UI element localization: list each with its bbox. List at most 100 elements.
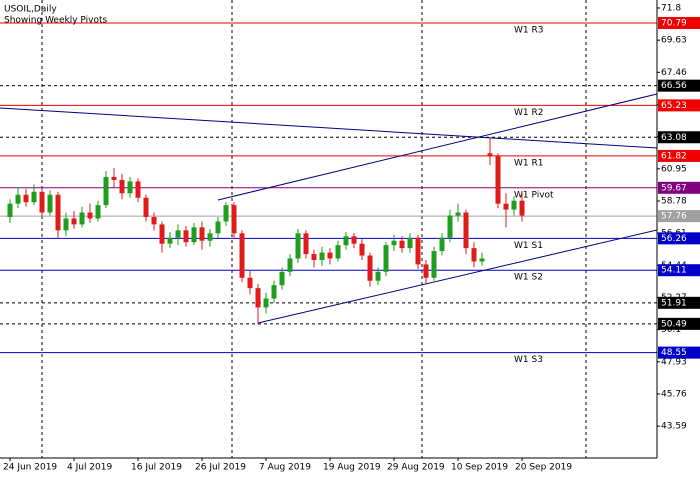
- level-box: [658, 232, 700, 245]
- candle-body: [247, 277, 253, 289]
- level-value: 63.08: [661, 133, 687, 143]
- candle-body: [495, 156, 501, 204]
- candle-body: [447, 215, 453, 238]
- candle-body: [159, 224, 165, 244]
- level-value: 65.23: [661, 101, 687, 111]
- y-tick-label: 67.46: [661, 68, 687, 78]
- candle-body: [191, 227, 197, 243]
- chart-subtitle: Showing Weekly Pivots: [4, 16, 107, 26]
- level-box: [658, 16, 700, 29]
- candle-body: [151, 216, 157, 225]
- y-tick-label: 45.76: [661, 389, 687, 399]
- trendline: [0, 107, 658, 149]
- candle-body: [351, 236, 357, 244]
- y-tick-label: 47.93: [661, 357, 687, 367]
- candle-body: [423, 264, 429, 278]
- trendline: [217, 93, 658, 201]
- candle-body: [399, 240, 405, 249]
- candle-body: [463, 212, 469, 249]
- y-tick-label: 71.8: [661, 4, 681, 14]
- candle-body: [15, 194, 21, 204]
- level-value: 48.55: [661, 348, 687, 358]
- x-tick-label: 24 Jun 2019: [3, 463, 57, 473]
- candle-body: [327, 252, 333, 259]
- x-tick-label: 4 Jul 2019: [67, 463, 112, 473]
- candle-body: [39, 191, 45, 213]
- candle-body: [511, 200, 517, 210]
- candle-body: [415, 237, 421, 265]
- level-value: 56.26: [661, 234, 687, 244]
- level-label: W1 S1: [514, 241, 543, 251]
- x-tick-label: 7 Aug 2019: [259, 463, 311, 473]
- candle-body: [7, 203, 13, 217]
- candle-body: [95, 205, 101, 219]
- level-value: 50.49: [661, 319, 687, 329]
- candle-body: [311, 254, 317, 260]
- level-value: 70.79: [661, 18, 687, 28]
- level-box: [658, 79, 700, 92]
- x-tick-label: 29 Aug 2019: [387, 463, 445, 473]
- y-tick-label: 50.1: [661, 325, 681, 335]
- level-value: 54.11: [661, 266, 687, 276]
- candle-body: [143, 197, 149, 217]
- candle-body: [63, 218, 69, 231]
- candle-body: [279, 271, 285, 286]
- x-tick-label: 20 Sep 2019: [515, 463, 572, 473]
- candle-body: [375, 271, 381, 281]
- candle-body: [167, 237, 173, 244]
- candle-body: [255, 288, 261, 308]
- trendline: [257, 229, 658, 324]
- candle-body: [223, 205, 229, 222]
- candle-body: [87, 212, 93, 219]
- candle-body: [303, 233, 309, 255]
- level-box: [658, 99, 700, 112]
- level-value: 59.67: [661, 183, 687, 193]
- level-label: W1 S2: [514, 273, 543, 283]
- candle-body: [127, 181, 133, 194]
- x-tick-label: 16 Jul 2019: [131, 463, 182, 473]
- candle-body: [23, 194, 29, 203]
- candle-body: [239, 233, 245, 278]
- candle-body: [199, 227, 205, 241]
- candle-body: [183, 230, 189, 243]
- candle-body: [55, 194, 61, 231]
- candle-body: [391, 240, 397, 246]
- level-label: W1 Pivot: [514, 190, 554, 200]
- candle-body: [407, 237, 413, 249]
- x-tick-label: 26 Jul 2019: [195, 463, 246, 473]
- level-label: W1 R1: [514, 158, 543, 168]
- y-tick-label: 60.95: [661, 164, 687, 174]
- level-box: [658, 210, 700, 223]
- level-box: [658, 346, 700, 359]
- level-value: 61.82: [661, 151, 687, 161]
- levels-layer: W1 R3 W1 R2 W1 R1 W1 Pivot W1 S1 W1 S2 W1 S3: [0, 22, 657, 365]
- candle-body: [71, 218, 77, 225]
- candle-body: [215, 221, 221, 234]
- level-box: [658, 264, 700, 277]
- level-box: [658, 296, 700, 309]
- candle-body: [367, 255, 373, 281]
- level-box: [658, 131, 700, 144]
- candle-body: [343, 236, 349, 246]
- candle-body: [335, 245, 341, 259]
- candle-body: [471, 248, 477, 262]
- y-tick-label: 69.63: [661, 36, 687, 46]
- candle-body: [135, 181, 141, 198]
- candle-body: [271, 285, 277, 299]
- candle-body: [207, 233, 213, 241]
- price-boxes: 70.79 66.56 65.23 63.08 61.82 59.67 57.76 56.26…: [658, 16, 700, 359]
- candle-body: [79, 212, 85, 225]
- candle-body: [31, 191, 37, 203]
- level-box: [658, 317, 700, 330]
- candle-body: [119, 179, 125, 194]
- trendlines: [0, 93, 658, 324]
- candle-body: [47, 194, 53, 213]
- candle-body: [359, 243, 365, 256]
- level-label: W1 S3: [514, 355, 543, 365]
- level-label: W1 R3: [514, 25, 543, 35]
- level-value: 51.91: [661, 298, 687, 308]
- candle-body: [287, 258, 293, 272]
- candle-body: [439, 237, 445, 252]
